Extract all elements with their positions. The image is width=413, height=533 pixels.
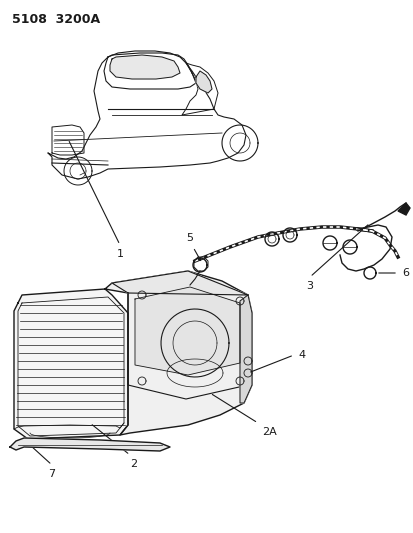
Text: 7: 7: [48, 469, 55, 479]
Polygon shape: [135, 287, 240, 375]
Polygon shape: [10, 438, 170, 451]
Polygon shape: [397, 203, 409, 215]
Text: 2A: 2A: [261, 427, 276, 437]
Text: 1: 1: [116, 249, 123, 259]
Text: 5108  3200A: 5108 3200A: [12, 13, 100, 26]
Polygon shape: [112, 271, 247, 295]
Text: 4: 4: [297, 350, 304, 360]
Polygon shape: [195, 71, 211, 93]
Text: 3: 3: [306, 281, 313, 291]
Polygon shape: [14, 289, 128, 439]
Text: 6: 6: [401, 268, 408, 278]
Text: 2: 2: [130, 459, 137, 469]
Polygon shape: [240, 295, 252, 403]
Text: 5: 5: [186, 233, 193, 243]
Polygon shape: [110, 55, 180, 79]
Polygon shape: [105, 271, 252, 435]
